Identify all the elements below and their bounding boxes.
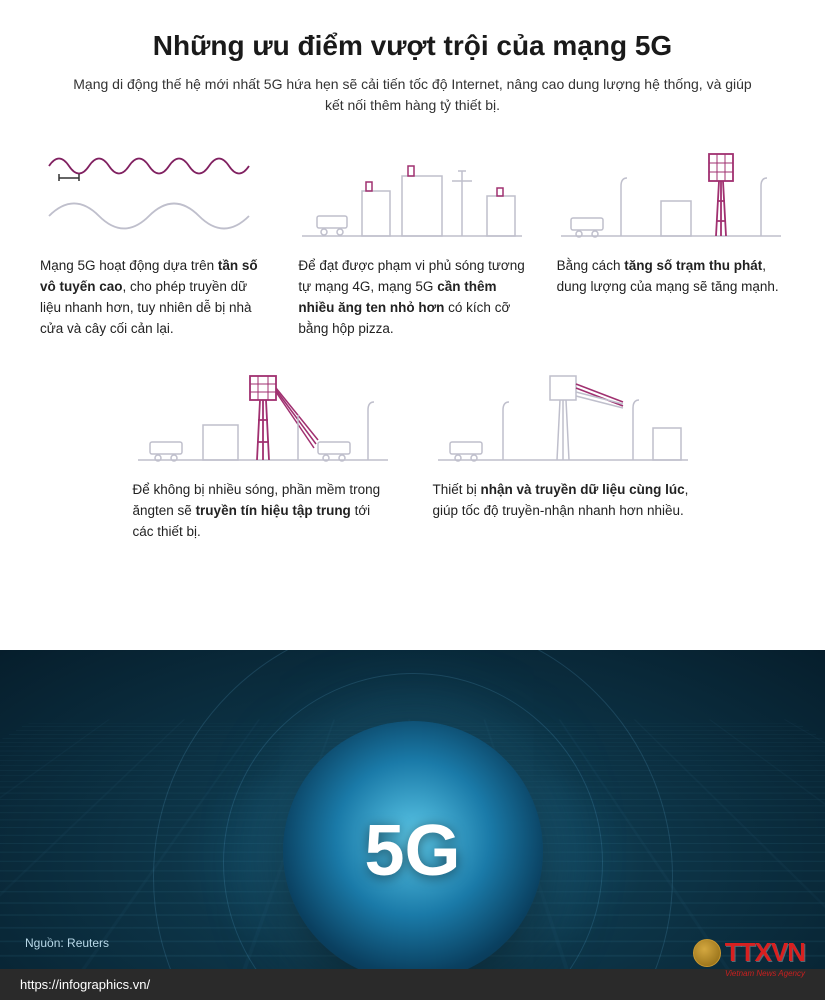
logo-subtitle: Vietnam News Agency [725, 969, 805, 978]
logo-text: TTXVN [725, 937, 805, 967]
panel-text: Thiết bị nhận và truyền dữ liệu cùng lúc… [433, 480, 693, 522]
panel-tower: Bằng cách tăng số trạm thu phát, dung lư… [557, 141, 785, 340]
panel-text: Để không bị nhiều sóng, phần mềm trong ă… [133, 480, 393, 543]
panel-text: Bằng cách tăng số trạm thu phát, dung lư… [557, 256, 785, 298]
panel-text: Để đạt được phạm vi phủ sóng tương tự mạ… [298, 256, 526, 340]
globe-icon [693, 939, 721, 967]
footer-graphic: 5G Nguồn: Reuters TTXVN Vietnam News Age… [0, 650, 825, 1000]
disc-5g: 5G [283, 721, 543, 981]
agency-logo: TTXVN Vietnam News Agency [693, 937, 805, 968]
disc-label: 5G [364, 810, 460, 892]
city-icon [298, 141, 526, 241]
panel-frequency: Mạng 5G hoạt động dựa trên tần số vô tuy… [40, 141, 268, 340]
panel-antennas: Để đạt được phạm vi phủ sóng tương tự mạ… [298, 141, 526, 340]
panel-duplex: Thiết bị nhận và truyền dữ liệu cùng lúc… [433, 365, 693, 543]
wave-icon [40, 141, 268, 241]
panel-beamforming: Để không bị nhiều sóng, phần mềm trong ă… [133, 365, 393, 543]
source-text: Nguồn: Reuters [25, 936, 109, 950]
page-subtitle: Mạng di động thế hệ mới nhất 5G hứa hẹn … [73, 74, 753, 116]
duplex-icon [433, 365, 693, 465]
panel-text: Mạng 5G hoạt động dựa trên tần số vô tuy… [40, 256, 268, 340]
page-title: Những ưu điểm vượt trội của mạng 5G [40, 30, 785, 62]
beam-icon [133, 365, 393, 465]
tower-icon [557, 141, 785, 241]
site-url: https://infographics.vn/ [0, 969, 825, 1000]
